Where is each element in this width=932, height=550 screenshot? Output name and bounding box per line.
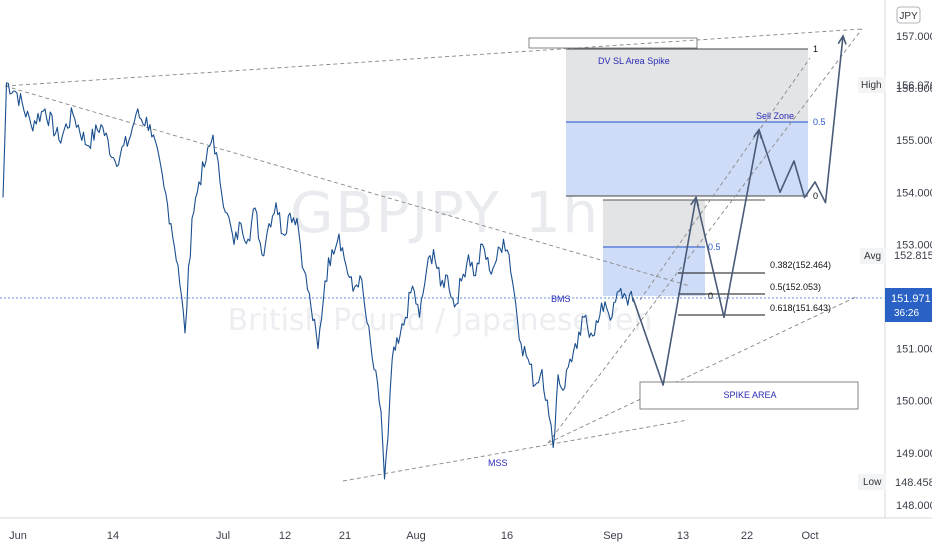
projection-path [632,35,844,386]
lower-gray-zone [603,200,705,247]
trendline-bottom [342,419,689,482]
fib-label-0382: 0.382(152.464) [770,260,831,270]
x-tick-label: 14 [107,530,119,542]
top-outline-box [528,37,698,49]
y-tick-label: 151.000 [896,344,932,356]
y-tick-label: 148.000 [896,500,932,512]
x-tick-label: Jun [9,530,27,542]
low-tag-box [858,474,886,490]
x-tick-label: Oct [801,530,818,542]
zone-level-1: 1 [813,44,818,54]
countdown-value: 36:26 [894,308,919,319]
x-tick-label: Sep [603,530,623,542]
projection-arrowhead [690,195,700,207]
low-tag: Low [863,477,882,488]
avg-tag: Avg [864,251,881,262]
x-tick-label: 21 [339,530,351,542]
fib-label-0618: 0.618(151.643) [770,303,831,313]
x-tick-label: 13 [677,530,689,542]
sell-zone-label: Sell Zone [756,111,794,121]
x-tick-label: Aug [406,530,426,542]
dv-sl-label: DV SL Area Spike [598,56,670,66]
projection-arrowheads [690,34,847,207]
current-price-value: 151.971 [891,293,931,305]
trendline-diag-2 [639,57,811,301]
mss-label: MSS [488,458,508,468]
lower-level-0: 0 [708,291,713,301]
low-value: 148.458 [895,477,932,489]
spike-area-label: SPIKE AREA [723,390,776,400]
y-tick-label: 157.000 [896,31,932,43]
price-series-line [2,82,634,480]
spike-area-box [639,381,859,410]
high-tag: High [861,80,882,91]
zone-level-half: 0.5 [813,117,826,127]
sell-zone [566,122,808,196]
avg-tag-box [860,248,886,264]
trendline-lower-rise [547,295,859,444]
y-tick-label: 155.000 [896,135,932,147]
x-tick-label: Jul [216,530,230,542]
currency-badge-box[interactable] [896,6,921,24]
fib-label-05: 0.5(152.053) [770,282,821,292]
current-price-badge [885,288,932,322]
y-tick-label: 154.000 [896,187,932,199]
dv-sl-zone [566,49,808,122]
lower-blue-zone [603,247,705,296]
currency-badge: JPY [899,11,918,22]
y-tick-label: 149.000 [896,448,932,460]
high-tag-box [858,77,886,93]
x-tick-label: 12 [279,530,291,542]
high-value: 156.076 [896,80,932,92]
x-tick-label: 16 [501,530,513,542]
watermark-symbol: GBPJPY 1h [290,181,600,246]
time-axis[interactable]: Jun 14 Jul 12 21 Aug 16 Sep 13 22 Oct [9,530,818,542]
x-tick-label: 22 [741,530,753,542]
y-tick-label: 156.000 [896,83,932,95]
avg-value: 152.815 [894,250,932,262]
zone-level-0: 0 [813,191,818,201]
projection-arrowhead [753,127,763,139]
bms-label: BMS [551,294,571,304]
price-axis[interactable]: 157.000 156.000 155.000 154.000 153.000 151.0… [896,31,932,512]
y-tick-label: 150.000 [896,396,932,408]
y-tick-label: 153.000 [896,239,932,251]
lower-level-half: 0.5 [708,242,721,252]
trendline-top [4,28,863,87]
projection-arrowhead [837,34,847,45]
